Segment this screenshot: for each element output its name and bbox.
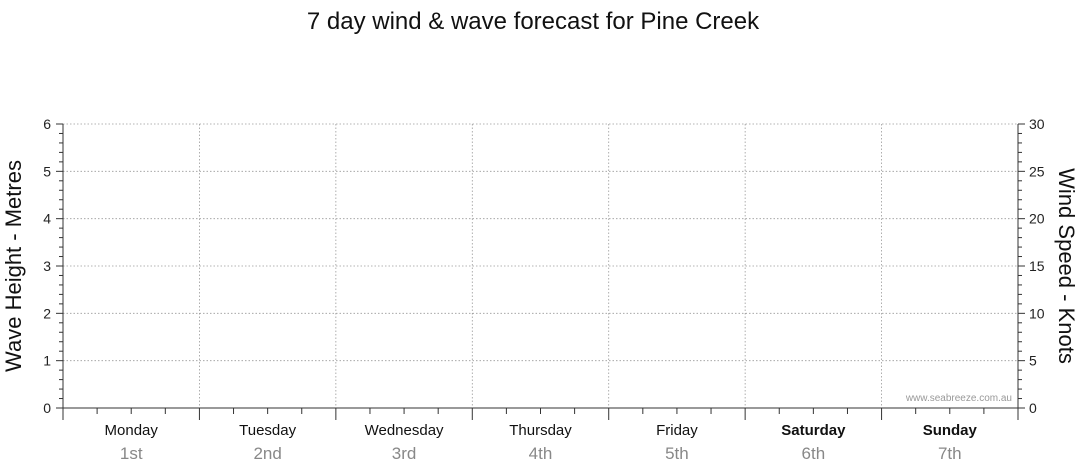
right-tick-label: 25 [1029,163,1045,179]
right-tick-label: 0 [1029,400,1037,416]
left-tick-label: 5 [43,163,51,179]
date-label: 1st [120,444,143,463]
day-label: Wednesday [365,422,444,439]
gridlines [63,123,1018,408]
day-label: Saturday [781,422,846,439]
left-tick-label: 6 [43,116,51,132]
left-tick-label: 4 [43,211,51,227]
right-tick-label: 10 [1029,305,1045,321]
right-tick-label: 5 [1029,353,1037,369]
left-tick-label: 2 [43,305,51,321]
left-tick-label: 1 [43,353,51,369]
date-label: 4th [529,444,553,463]
left-tick-label: 3 [43,258,51,274]
day-label: Friday [656,422,698,439]
chart-title: 7 day wind & wave forecast for Pine Cree… [307,8,760,35]
date-label: 2nd [253,444,281,463]
right-axis-title: Wind Speed - Knots [1054,168,1079,364]
day-label: Sunday [923,422,978,439]
day-labels: Monday 1st Tuesday 2nd Wednesday 3rd Thursday 4… [105,422,978,463]
right-tick-label: 20 [1029,211,1045,227]
date-label: 5th [665,444,689,463]
left-axis-title: Wave Height - Metres [1,160,26,372]
left-tick-label: 0 [43,400,51,416]
right-tick-label: 15 [1029,258,1045,274]
tick-labels: 0 1 2 3 4 5 6 0 5 10 15 20 25 30 [43,116,1045,416]
date-label: 7th [938,444,962,463]
date-label: 6th [802,444,826,463]
day-label: Thursday [509,422,572,439]
date-label: 3rd [392,444,417,463]
day-label: Monday [105,422,159,439]
site-credit: www.seabreeze.com.au [905,393,1012,404]
right-tick-label: 30 [1029,116,1045,132]
axes [56,123,1025,420]
day-label: Tuesday [239,422,296,439]
